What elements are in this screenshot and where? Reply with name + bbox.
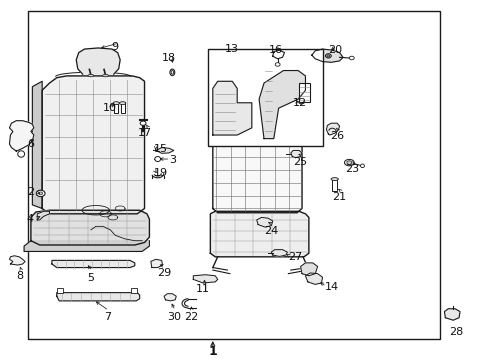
Bar	[27, 12, 439, 339]
Polygon shape	[52, 260, 135, 267]
Text: 27: 27	[288, 252, 302, 262]
Ellipse shape	[326, 55, 329, 57]
Text: 26: 26	[329, 131, 344, 141]
Polygon shape	[76, 48, 120, 74]
Polygon shape	[9, 121, 34, 151]
Text: 20: 20	[327, 45, 341, 55]
Text: 30: 30	[166, 312, 181, 322]
Polygon shape	[24, 241, 149, 251]
Ellipse shape	[36, 190, 45, 197]
Polygon shape	[163, 294, 176, 301]
Ellipse shape	[325, 54, 330, 58]
Ellipse shape	[119, 102, 125, 104]
Ellipse shape	[155, 157, 160, 162]
Ellipse shape	[102, 74, 108, 77]
Polygon shape	[156, 148, 173, 153]
Polygon shape	[37, 211, 49, 220]
Polygon shape	[272, 50, 284, 59]
Ellipse shape	[330, 177, 338, 180]
Ellipse shape	[348, 56, 353, 60]
Text: 4: 4	[27, 214, 34, 224]
Text: 17: 17	[137, 128, 151, 138]
Polygon shape	[151, 259, 162, 267]
Text: 13: 13	[225, 44, 239, 54]
Text: 14: 14	[325, 282, 338, 292]
Text: 19: 19	[154, 168, 168, 177]
Polygon shape	[9, 256, 25, 265]
Polygon shape	[300, 263, 317, 276]
Polygon shape	[305, 273, 322, 284]
Text: 5: 5	[87, 273, 94, 283]
Text: 12: 12	[293, 98, 307, 108]
Polygon shape	[212, 81, 251, 135]
Polygon shape	[271, 249, 287, 256]
Ellipse shape	[113, 102, 119, 104]
Text: 7: 7	[104, 312, 111, 322]
Ellipse shape	[18, 151, 24, 157]
Text: 8: 8	[17, 271, 24, 281]
Ellipse shape	[360, 164, 364, 168]
Text: 24: 24	[264, 226, 278, 237]
Polygon shape	[290, 150, 302, 158]
Text: 1: 1	[208, 345, 217, 357]
Polygon shape	[210, 211, 308, 257]
Ellipse shape	[275, 63, 280, 66]
Text: 18: 18	[162, 53, 176, 63]
Text: 11: 11	[196, 284, 210, 294]
Ellipse shape	[344, 159, 353, 166]
Polygon shape	[256, 217, 272, 227]
Text: 9: 9	[111, 42, 119, 52]
Polygon shape	[444, 309, 459, 320]
Text: 25: 25	[293, 157, 307, 167]
Bar	[114, 103, 118, 113]
Ellipse shape	[39, 192, 42, 195]
Bar	[121, 103, 124, 113]
Polygon shape	[259, 71, 305, 139]
Bar	[57, 288, 62, 293]
Ellipse shape	[88, 74, 94, 77]
Text: 22: 22	[183, 312, 198, 322]
Text: 6: 6	[27, 139, 34, 149]
Ellipse shape	[140, 121, 146, 125]
Ellipse shape	[171, 71, 173, 74]
Polygon shape	[326, 123, 339, 135]
Polygon shape	[42, 76, 144, 214]
Bar	[131, 288, 137, 293]
Polygon shape	[31, 210, 149, 245]
Ellipse shape	[346, 161, 351, 165]
Text: 15: 15	[154, 144, 168, 154]
Polygon shape	[212, 79, 302, 213]
Ellipse shape	[169, 69, 174, 76]
Bar	[331, 179, 336, 190]
Text: 16: 16	[269, 45, 283, 55]
Polygon shape	[32, 81, 42, 208]
Polygon shape	[57, 293, 140, 301]
Polygon shape	[193, 275, 217, 283]
Text: 29: 29	[157, 267, 171, 278]
Text: 10: 10	[103, 103, 117, 113]
Polygon shape	[311, 49, 342, 62]
Bar	[299, 83, 309, 102]
Text: 21: 21	[332, 192, 346, 202]
Text: 28: 28	[448, 327, 463, 337]
Text: 3: 3	[168, 155, 176, 165]
Text: 23: 23	[344, 164, 358, 174]
Text: 2: 2	[27, 187, 34, 197]
Bar	[207, 49, 322, 146]
